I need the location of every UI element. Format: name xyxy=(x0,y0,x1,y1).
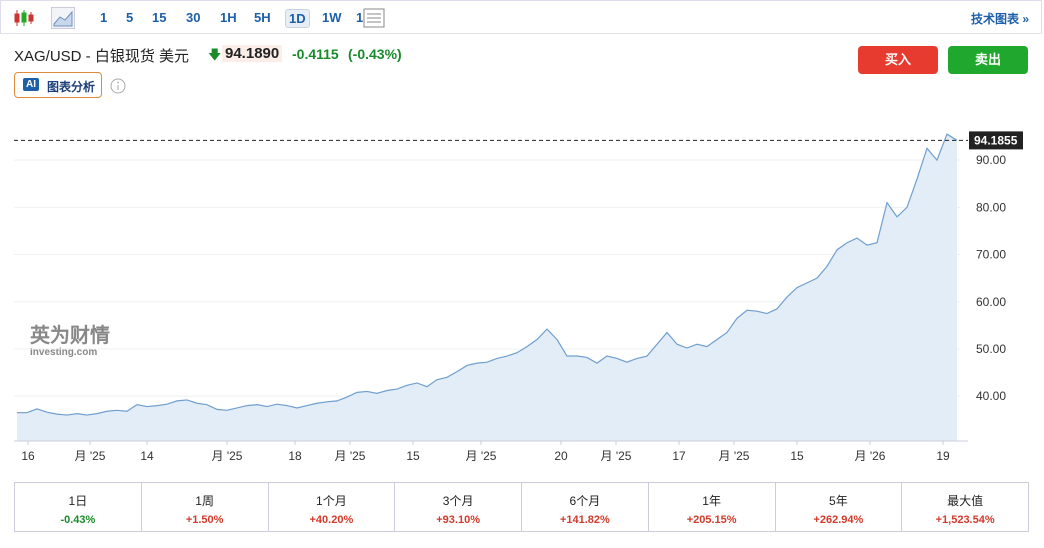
x-tick-label: 18 xyxy=(288,449,302,463)
performance-cell[interactable]: 1个月 +40.20% xyxy=(267,483,395,531)
x-tick-label: 月 '25 xyxy=(75,449,106,463)
x-tick-label: 17 xyxy=(672,449,686,463)
period-change: +141.82% xyxy=(559,514,610,526)
period-change: +1.50% xyxy=(185,514,224,526)
area-icon[interactable] xyxy=(51,7,75,29)
period: 5年 xyxy=(829,494,848,508)
period-change: +205.15% xyxy=(686,514,737,526)
toolbar: 1515301H5H1D1W1M 技术图表 » xyxy=(0,0,1042,34)
performance-cell[interactable]: 最大值 +1,523.54% xyxy=(901,483,1028,531)
x-tick-label: 月 '25 xyxy=(466,449,497,463)
symbol: XAG/USD - 白银现货 美元 xyxy=(14,48,190,65)
x-tick-label: 16 xyxy=(21,449,35,463)
x-tick-label: 19 xyxy=(936,449,950,463)
performance-table: 1日 -0.43% 1周 +1.50% 1个月 +40.20% 3个月 +93.10% 6个月 +… xyxy=(14,482,1029,532)
period: 3个月 xyxy=(442,494,474,508)
last-price-tag xyxy=(969,131,1023,150)
y-tick-label: 40.00 xyxy=(976,389,1006,403)
sell-button[interactable]: 卖出 xyxy=(948,46,1028,74)
interval[interactable]: 1W xyxy=(322,10,342,25)
interval[interactable]: 1D xyxy=(285,9,310,28)
watermark-cn: 英为财情 xyxy=(30,323,110,347)
performance-cell[interactable]: 5年 +262.94% xyxy=(774,483,902,531)
layout-icon[interactable] xyxy=(363,8,385,28)
x-tick-label: 14 xyxy=(140,449,154,463)
x-tick-label: 15 xyxy=(790,449,804,463)
last-price-label: 94.1855 xyxy=(974,133,1018,147)
y-tick-label: 90.00 xyxy=(976,153,1006,167)
period: 1周 xyxy=(195,494,214,508)
period: 6个月 xyxy=(569,494,601,508)
buy-button[interactable]: 买入 xyxy=(858,46,938,74)
candle-icon[interactable] xyxy=(13,8,35,28)
chart: 英为财情 Investing.com 40.00 50.00 60.00 70.00 8… xyxy=(14,131,1023,463)
period-change: +1,523.54% xyxy=(935,514,995,526)
x-tick-label: 15 xyxy=(406,449,420,463)
performance-cell[interactable]: 1年 +205.15% xyxy=(647,483,775,531)
ai-label: 图表分析 xyxy=(47,80,96,94)
x-tick-label: 月 '25 xyxy=(212,449,243,463)
interval[interactable]: 30 xyxy=(186,10,201,25)
price: 94.1890 xyxy=(222,45,283,62)
period-change: -0.43% xyxy=(60,514,96,526)
ai-button[interactable]: AI 图表分析 xyxy=(14,72,102,98)
change-pct: (-0.43%) xyxy=(348,46,402,62)
interval[interactable]: 15 xyxy=(152,10,167,25)
interval[interactable]: 5H xyxy=(254,10,271,25)
x-tick-label: 月 '25 xyxy=(601,449,632,463)
period: 1日 xyxy=(68,494,88,508)
period-change: +93.10% xyxy=(436,514,480,526)
watermark-en: Investing.com xyxy=(30,347,97,358)
interval[interactable]: 1 xyxy=(100,10,108,25)
y-tick-label: 60.00 xyxy=(976,295,1006,309)
x-tick-label: 月 '25 xyxy=(335,449,366,463)
performance-cell[interactable]: 1日 -0.43% xyxy=(15,483,141,531)
down-arrow: 🡇 xyxy=(208,47,222,62)
period: 最大值 xyxy=(947,494,984,508)
period: 1个月 xyxy=(316,494,347,508)
interval[interactable]: 5 xyxy=(126,10,134,25)
line xyxy=(17,133,958,416)
x-tick-label: 月 '26 xyxy=(855,449,886,463)
performance-cell[interactable]: 6个月 +141.82% xyxy=(521,483,648,531)
info-icon[interactable] xyxy=(110,78,126,94)
x-tick-label: 20 xyxy=(554,449,568,463)
period-change: +40.20% xyxy=(309,514,354,526)
interval[interactable]: 1H xyxy=(220,10,237,25)
ai-badge: AI xyxy=(23,78,39,91)
y-tick-label: 80.00 xyxy=(976,200,1006,214)
performance-cell[interactable]: 1周 +1.50% xyxy=(140,483,268,531)
x-tick-label: 月 '25 xyxy=(719,449,750,463)
area xyxy=(17,134,957,442)
period-change: +262.94% xyxy=(813,514,864,526)
performance-cell[interactable]: 3个月 +93.10% xyxy=(394,483,521,531)
y-tick-label: 70.00 xyxy=(976,248,1006,262)
change: -0.4115 xyxy=(292,46,339,62)
y-tick-label: 50.00 xyxy=(976,342,1006,356)
period: 1年 xyxy=(702,494,721,508)
tech-chart-link[interactable]: 技术图表 » xyxy=(970,12,1029,26)
